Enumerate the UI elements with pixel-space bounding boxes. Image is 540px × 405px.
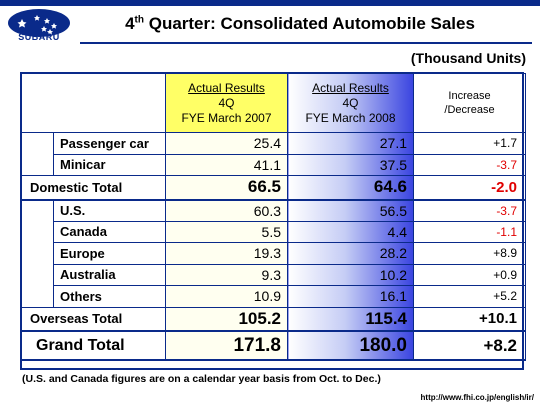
row-label: Europe [53, 242, 166, 265]
value-2008: 27.1 [287, 132, 414, 155]
table-header-row: Actual Results 4Q FYE March 2007 Actual … [21, 73, 526, 133]
value-2008: 16.1 [287, 285, 414, 308]
value-2008: 28.2 [287, 242, 414, 265]
units-label: (Thousand Units) [410, 50, 526, 66]
logo-wordmark: SUBARU [18, 32, 60, 42]
value-2007: 66.5 [165, 175, 288, 201]
row-label: Canada [53, 220, 166, 243]
value-change: +1.7 [413, 132, 526, 155]
indent-cell [21, 199, 54, 308]
value-change: -2.0 [413, 175, 526, 201]
value-change: +0.9 [413, 263, 526, 286]
value-2008: 56.5 [287, 199, 414, 222]
header-fye2007: Actual Results 4Q FYE March 2007 [165, 73, 288, 133]
row-label: Minicar [53, 153, 166, 176]
table-row: Canada 5.5 4.4 -1.1 [22, 220, 526, 243]
value-2008: 4.4 [287, 220, 414, 243]
row-label: Australia [53, 263, 166, 286]
value-change: +5.2 [413, 285, 526, 308]
value-2008: 10.2 [287, 263, 414, 286]
value-2007: 5.5 [165, 220, 288, 243]
grand-total-row: Grand Total 171.8 180.0 +8.2 [21, 330, 526, 361]
value-2007: 171.8 [165, 330, 288, 361]
value-2008: 37.5 [287, 153, 414, 176]
sales-table: Actual Results 4Q FYE March 2007 Actual … [21, 73, 526, 361]
row-label: Others [53, 285, 166, 308]
value-2007: 60.3 [165, 199, 288, 222]
table-row: Australia 9.3 10.2 +0.9 [22, 263, 526, 286]
value-2007: 105.2 [165, 306, 288, 332]
website-url: http://www.fhi.co.jp/english/ir/ [420, 393, 534, 402]
value-change: -1.1 [413, 220, 526, 243]
indent-cell [21, 132, 54, 176]
value-2007: 9.3 [165, 263, 288, 286]
value-2007: 19.3 [165, 242, 288, 265]
value-2008: 115.4 [287, 306, 414, 332]
value-2007: 25.4 [165, 132, 288, 155]
title-underline [80, 42, 532, 44]
table-row: U.S. 60.3 56.5 -3.7 [21, 199, 526, 308]
row-label: Grand Total [21, 330, 166, 361]
table-row: Europe 19.3 28.2 +8.9 [22, 242, 526, 265]
header-change: Increase /Decrease [413, 73, 526, 133]
value-change: -3.7 [413, 199, 526, 222]
value-2007: 41.1 [165, 153, 288, 176]
domestic-total-row: Domestic Total 66.5 64.6 -2.0 [21, 175, 526, 201]
value-change: -3.7 [413, 153, 526, 176]
top-bar [0, 0, 540, 6]
page-title: 4th Quarter: Consolidated Automobile Sal… [125, 14, 475, 33]
value-2007: 10.9 [165, 285, 288, 308]
row-label: U.S. [53, 199, 166, 222]
row-label: Passenger car [53, 132, 166, 155]
table-row: Minicar 41.1 37.5 -3.7 [22, 153, 526, 176]
table-row: Others 10.9 16.1 +5.2 [22, 285, 526, 308]
value-change: +8.9 [413, 242, 526, 265]
row-label: Overseas Total [21, 306, 166, 332]
footnote: (U.S. and Canada figures are on a calend… [22, 373, 381, 385]
value-change: +10.1 [413, 306, 526, 332]
value-change: +8.2 [413, 330, 526, 361]
table-row: Passenger car 25.4 27.1 +1.7 [21, 132, 526, 176]
header-blank [21, 73, 166, 133]
row-label: Domestic Total [21, 175, 166, 201]
header-fye2008: Actual Results 4Q FYE March 2008 [287, 73, 414, 133]
overseas-total-row: Overseas Total 105.2 115.4 +10.1 [21, 306, 526, 332]
subaru-logo-icon [8, 9, 70, 37]
value-2008: 180.0 [287, 330, 414, 361]
value-2008: 64.6 [287, 175, 414, 201]
